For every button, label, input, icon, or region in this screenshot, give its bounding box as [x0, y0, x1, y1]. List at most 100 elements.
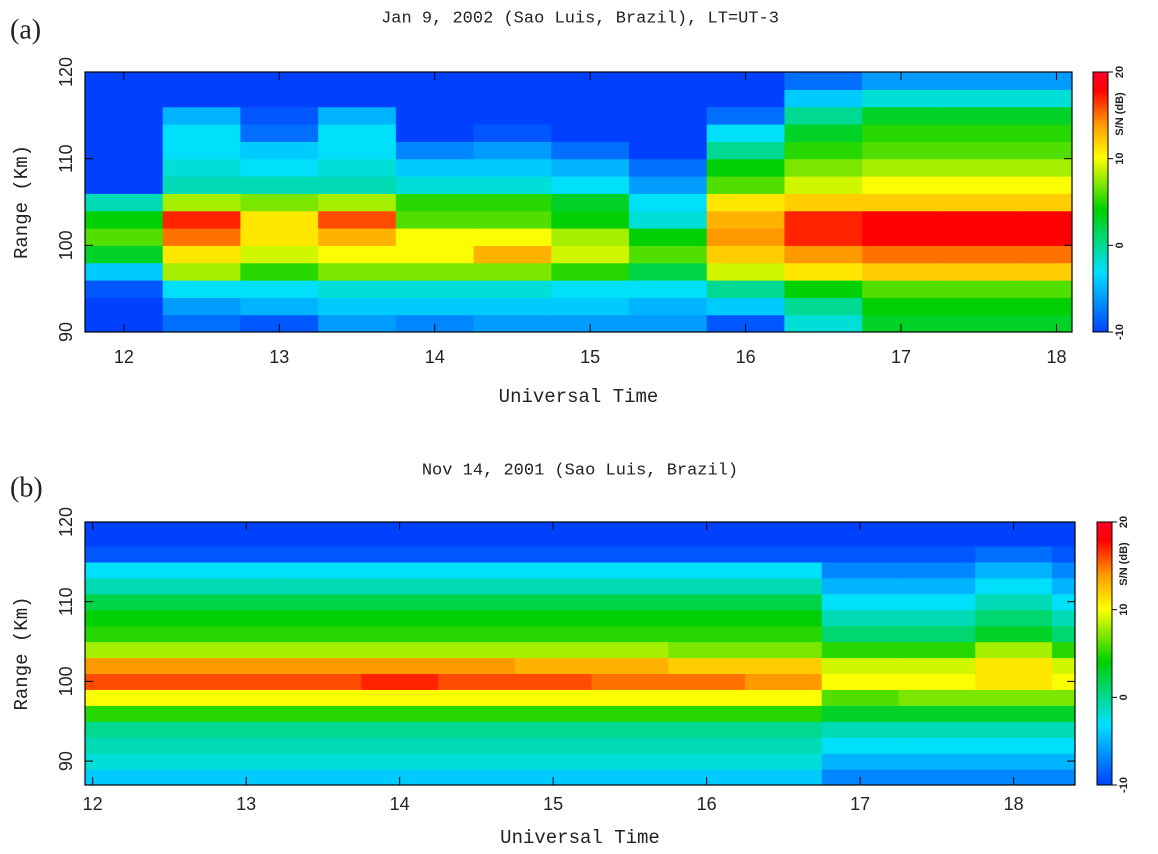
cell: [318, 245, 397, 264]
cell: [668, 689, 746, 706]
y-tick-label: 110: [56, 587, 76, 616]
cell: [284, 753, 362, 770]
cell: [1017, 210, 1072, 229]
cell: [784, 210, 863, 229]
cell: [514, 593, 593, 611]
cell: [898, 522, 976, 531]
cell: [898, 689, 976, 706]
cell: [1017, 314, 1072, 332]
cell: [1017, 280, 1072, 298]
cell: [862, 245, 941, 264]
cell: [784, 106, 863, 125]
cell: [85, 689, 132, 706]
cell: [207, 625, 286, 643]
cell: [438, 705, 516, 722]
cell: [240, 106, 319, 125]
cell: [85, 625, 132, 643]
cell: [162, 141, 242, 160]
cell: [438, 737, 516, 754]
cell: [939, 245, 1019, 264]
y-tick-label: 90: [56, 751, 76, 771]
cell: [821, 689, 900, 706]
cell: [85, 141, 164, 160]
cell: [85, 72, 164, 90]
colorbar-tick-label: 0: [1114, 242, 1126, 248]
cell: [1051, 577, 1075, 595]
cell: [131, 561, 209, 579]
cell: [591, 737, 669, 754]
cell: [591, 522, 669, 531]
cell: [514, 737, 593, 754]
cell: [668, 753, 746, 770]
cell: [706, 262, 786, 281]
cell: [939, 210, 1019, 229]
cell: [85, 641, 132, 659]
cell: [745, 561, 823, 579]
cell: [1017, 106, 1072, 125]
cell: [318, 124, 397, 142]
cell: [745, 721, 823, 738]
cell: [473, 228, 552, 246]
cell: [85, 561, 132, 579]
cell: [131, 705, 209, 722]
cell: [318, 176, 397, 194]
cell: [975, 737, 1053, 754]
cell: [85, 228, 164, 246]
cell: [706, 280, 786, 298]
cell: [131, 673, 209, 690]
cell: [361, 545, 439, 563]
cell: [745, 689, 823, 706]
cell: [131, 689, 209, 706]
cell: [629, 158, 708, 177]
cell: [438, 522, 516, 531]
cell: [551, 72, 630, 90]
cell: [1017, 297, 1072, 316]
cell: [85, 753, 132, 770]
cell: [131, 625, 209, 643]
cell: [745, 673, 823, 690]
cell: [784, 89, 863, 108]
cell: [551, 228, 630, 246]
cell: [395, 141, 475, 160]
cell: [85, 737, 132, 754]
cell: [240, 210, 319, 229]
cell: [668, 577, 746, 595]
cell: [85, 577, 132, 595]
cell: [784, 141, 863, 160]
cell: [438, 561, 516, 579]
cell: [898, 769, 976, 785]
cell: [284, 705, 362, 722]
cell: [975, 561, 1053, 579]
cell: [85, 245, 164, 264]
y-tick-label: 110: [56, 144, 76, 173]
cell: [591, 641, 669, 659]
cell: [284, 529, 362, 547]
cell: [551, 297, 630, 316]
cell: [514, 657, 593, 675]
cell: [514, 545, 593, 563]
cell: [821, 705, 900, 722]
cell: [706, 210, 786, 229]
panel-title: Nov 14, 2001 (Sao Luis, Brazil): [422, 461, 738, 480]
cell: [131, 545, 209, 563]
cell: [85, 721, 132, 738]
cell: [551, 141, 630, 160]
colorbar-tick-label: 10: [1118, 604, 1130, 616]
cell: [361, 657, 439, 675]
cell: [939, 228, 1019, 246]
cell: [318, 193, 397, 212]
cell: [821, 593, 900, 611]
cell: [745, 737, 823, 754]
cell: [240, 245, 319, 264]
cell: [162, 89, 242, 108]
cell: [939, 262, 1019, 281]
cell: [629, 245, 708, 264]
cell: [898, 529, 976, 547]
cell: [1017, 89, 1072, 108]
cell: [162, 106, 242, 125]
cell: [898, 641, 976, 659]
cell: [591, 545, 669, 563]
cell: [821, 673, 900, 690]
cell: [395, 176, 475, 194]
cell: [745, 641, 823, 659]
